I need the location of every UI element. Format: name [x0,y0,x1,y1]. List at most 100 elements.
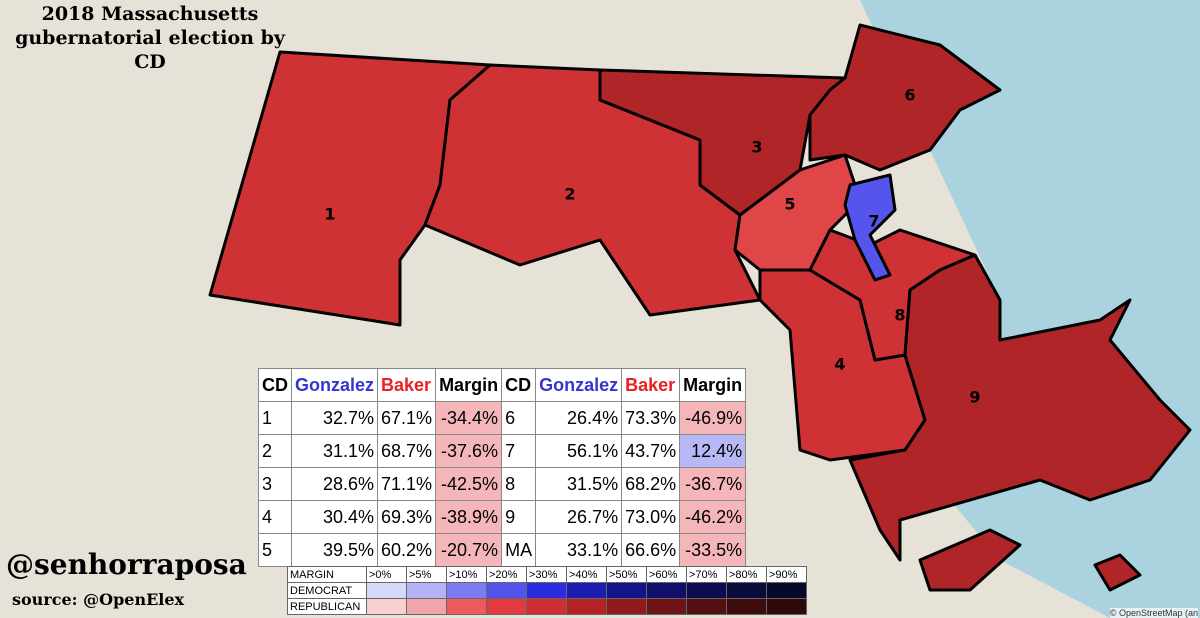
legend-swatch [366,598,407,615]
row: 4 30.4% 69.3% -38.9% 9 26.7% 73.0% -46.2% [258,500,747,534]
legend-swatch [526,598,567,615]
legend-swatch [486,598,527,615]
district-9 [848,253,1192,562]
cell: 39.5% [290,533,379,567]
legend-heading: >70% [686,566,727,583]
district-label: 5 [784,195,795,214]
district-label: 6 [904,86,915,105]
cell: 33.1% [535,533,623,567]
district-7 [843,173,897,282]
cell: -34.4% [435,401,503,435]
cell: 7 [501,434,537,468]
legend-swatch [366,582,407,599]
column-header: Margin [679,368,747,402]
legend-heading: >50% [606,566,647,583]
district-label: 9 [969,388,980,407]
results-table: CD Gonzalez Baker Margin CD Gonzalez Baker Marg… [258,368,747,567]
cell: -20.7% [435,533,503,567]
legend-label: DEMOCRAT [287,582,367,599]
row: 3 28.6% 71.1% -42.5% 8 31.5% 68.2% -36.7% [258,467,747,501]
cell: 60.2% [377,533,437,567]
legend-swatch [766,582,807,599]
cell: 1 [258,401,292,435]
legend-heading: >40% [566,566,607,583]
cell: 12.4% [679,434,747,468]
district-6 [808,23,1002,172]
island [918,528,1022,592]
cell: 69.3% [377,500,437,534]
legend-swatch [566,582,607,599]
legend-swatch [406,598,447,615]
legend-header: MARGIN >0% >5% >10% >20% >30% >40% >50% >60% >70%… [287,566,807,583]
cell: 67.1% [377,401,437,435]
cell: 30.4% [290,500,379,534]
legend-swatch [446,598,487,615]
legend-heading: >0% [366,566,407,583]
legend-heading: >80% [726,566,767,583]
source: source: @OpenElex [12,590,185,609]
column-header: Baker [621,368,681,402]
cell: 31.5% [535,467,623,501]
legend-swatch [566,598,607,615]
cell: 32.7% [290,401,379,435]
cell: -42.5% [435,467,503,501]
row: 5 39.5% 60.2% -20.7% MA 33.1% 66.6% -33.5% [258,533,747,567]
column-header: Margin [435,368,503,402]
legend-swatch [606,598,647,615]
legend-heading: >90% [766,566,807,583]
cell: 31.1% [290,434,379,468]
legend-swatch [726,598,767,615]
cell: 2 [258,434,292,468]
cell: 5 [258,533,292,567]
cell: 4 [258,500,292,534]
district-label: 8 [894,306,905,325]
cell: 68.2% [621,467,681,501]
column-header: Gonzalez [290,368,379,402]
legend-swatch [766,598,807,615]
legend-swatch [686,582,727,599]
cell: -46.2% [679,500,747,534]
legend-swatch [406,582,447,599]
cell: 8 [501,467,537,501]
cell: -33.5% [679,533,747,567]
cell: -46.9% [679,401,747,435]
cell: MA [501,533,537,567]
row: 2 31.1% 68.7% -37.6% 7 56.1% 43.7% 12.4% [258,434,747,468]
cell: 28.6% [290,467,379,501]
cell: -38.9% [435,500,503,534]
column-header: Gonzalez [535,368,623,402]
column-header: CD [501,368,537,402]
column-header: CD [258,368,292,402]
cell: -36.7% [679,467,747,501]
legend-swatch [526,582,567,599]
legend-swatch [446,582,487,599]
cell: 73.3% [621,401,681,435]
legend-heading: MARGIN [287,566,367,583]
handle: @senhorraposa [6,548,247,581]
district-label: 7 [868,212,879,231]
cell: 3 [258,467,292,501]
legend-row: DEMOCRAT [287,582,807,599]
legend-heading: >20% [486,566,527,583]
legend-swatch [646,598,687,615]
legend-label: REPUBLICAN [287,598,367,615]
cell: 68.7% [377,434,437,468]
cell: 6 [501,401,537,435]
cell: 26.7% [535,500,623,534]
island [1093,553,1142,592]
cell: -37.6% [435,434,503,468]
legend-heading: >30% [526,566,567,583]
district-label: 4 [834,355,845,374]
cell: 71.1% [377,467,437,501]
legend-heading: >10% [446,566,487,583]
cell: 56.1% [535,434,623,468]
title: 2018 Massachusetts gubernatorial electio… [15,3,285,73]
legend-swatch [646,582,687,599]
cell: 43.7% [621,434,681,468]
row: 1 32.7% 67.1% -34.4% 6 26.4% 73.3% -46.9% [258,401,747,435]
district-label: 3 [751,138,762,157]
legend-table: MARGIN >0% >5% >10% >20% >30% >40% >50% >60% >70%… [287,566,807,615]
legend-swatch [606,582,647,599]
legend-swatch [486,582,527,599]
